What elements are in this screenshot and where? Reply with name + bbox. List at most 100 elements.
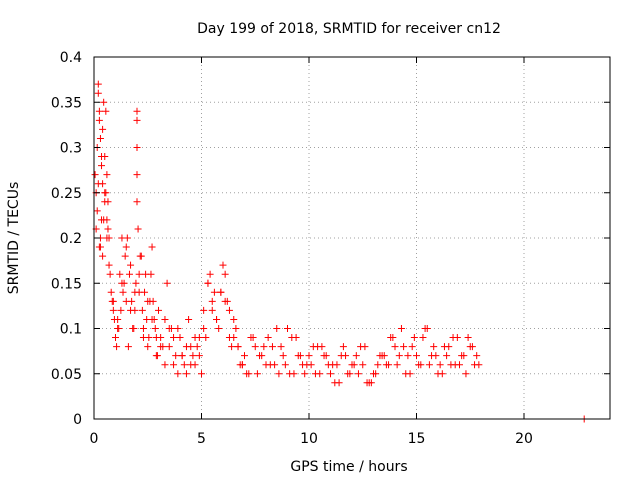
data-point — [436, 361, 444, 369]
data-point — [410, 334, 418, 342]
data-point — [127, 306, 135, 314]
data-point — [174, 370, 182, 378]
y-tick-label: 0.15 — [51, 276, 82, 292]
data-point — [103, 216, 111, 224]
data-point — [178, 352, 186, 360]
data-point — [119, 288, 127, 296]
data-point — [198, 370, 205, 378]
data-point — [133, 107, 141, 115]
data-point — [275, 370, 283, 378]
data-point — [387, 334, 395, 342]
data-point — [108, 297, 116, 305]
data-point — [464, 334, 472, 342]
data-point — [253, 370, 261, 378]
data-point — [103, 171, 111, 179]
data-point — [256, 352, 264, 360]
data-point — [144, 343, 152, 351]
data-points — [91, 80, 588, 423]
data-point — [165, 343, 173, 351]
data-point — [189, 352, 197, 360]
data-point — [307, 361, 315, 369]
data-point — [116, 270, 124, 278]
data-point — [99, 125, 107, 133]
data-point — [195, 352, 203, 360]
data-point — [273, 325, 281, 332]
data-point — [288, 334, 296, 342]
data-point — [191, 361, 199, 369]
y-tick-label: 0.05 — [51, 367, 82, 383]
data-point — [145, 334, 153, 342]
data-point — [133, 171, 141, 179]
data-point — [279, 352, 287, 360]
data-point — [262, 361, 270, 369]
data-point — [395, 352, 403, 360]
data-point — [93, 207, 101, 215]
data-point — [157, 334, 165, 342]
data-point — [301, 370, 309, 378]
data-point — [346, 370, 354, 378]
data-point — [445, 343, 453, 351]
data-point — [117, 306, 125, 314]
data-point — [268, 343, 276, 351]
data-point — [101, 198, 109, 206]
data-point — [241, 352, 248, 360]
data-point — [165, 325, 173, 332]
data-point — [208, 297, 216, 305]
data-point — [118, 279, 126, 287]
data-point — [95, 243, 103, 251]
data-point — [339, 343, 347, 351]
data-point — [294, 352, 302, 360]
data-point — [417, 361, 425, 369]
data-point — [170, 334, 178, 342]
x-tick-label: 20 — [515, 431, 533, 447]
data-point — [217, 288, 225, 296]
y-tick-label: 0.1 — [60, 322, 82, 338]
x-tick-label: 5 — [197, 431, 206, 447]
data-point — [125, 270, 133, 278]
data-point — [397, 325, 405, 332]
data-point — [99, 252, 107, 260]
data-point — [187, 343, 195, 351]
data-point — [94, 89, 102, 97]
data-point — [234, 343, 242, 351]
data-point — [130, 325, 138, 332]
data-point — [419, 334, 427, 342]
data-point — [136, 252, 144, 260]
data-point — [213, 315, 221, 323]
data-point — [372, 370, 380, 378]
data-point — [139, 325, 147, 332]
data-point — [348, 361, 356, 369]
data-point — [121, 252, 129, 260]
data-point — [202, 334, 210, 342]
data-point — [141, 288, 149, 296]
data-point — [133, 116, 141, 124]
data-point — [443, 352, 451, 360]
data-point — [182, 370, 190, 378]
data-point — [333, 361, 341, 369]
data-point — [404, 352, 412, 360]
data-point — [290, 370, 298, 378]
data-point — [438, 370, 446, 378]
data-point — [449, 334, 457, 342]
data-point — [475, 361, 483, 369]
data-point — [180, 361, 188, 369]
data-point — [225, 306, 233, 314]
data-point — [155, 306, 162, 314]
data-point — [163, 279, 171, 287]
data-point — [148, 243, 156, 251]
data-point — [135, 270, 143, 278]
data-point — [385, 361, 393, 369]
data-point — [122, 243, 130, 251]
data-point — [342, 352, 350, 360]
data-point — [462, 370, 470, 378]
y-tick-label: 0 — [73, 412, 82, 428]
y-tick-label: 0.3 — [60, 141, 82, 157]
data-point — [277, 343, 285, 351]
data-point — [99, 180, 107, 188]
data-point — [113, 343, 121, 351]
data-point — [153, 352, 161, 360]
data-point — [131, 288, 139, 296]
data-point — [134, 225, 142, 233]
data-point — [359, 361, 367, 369]
